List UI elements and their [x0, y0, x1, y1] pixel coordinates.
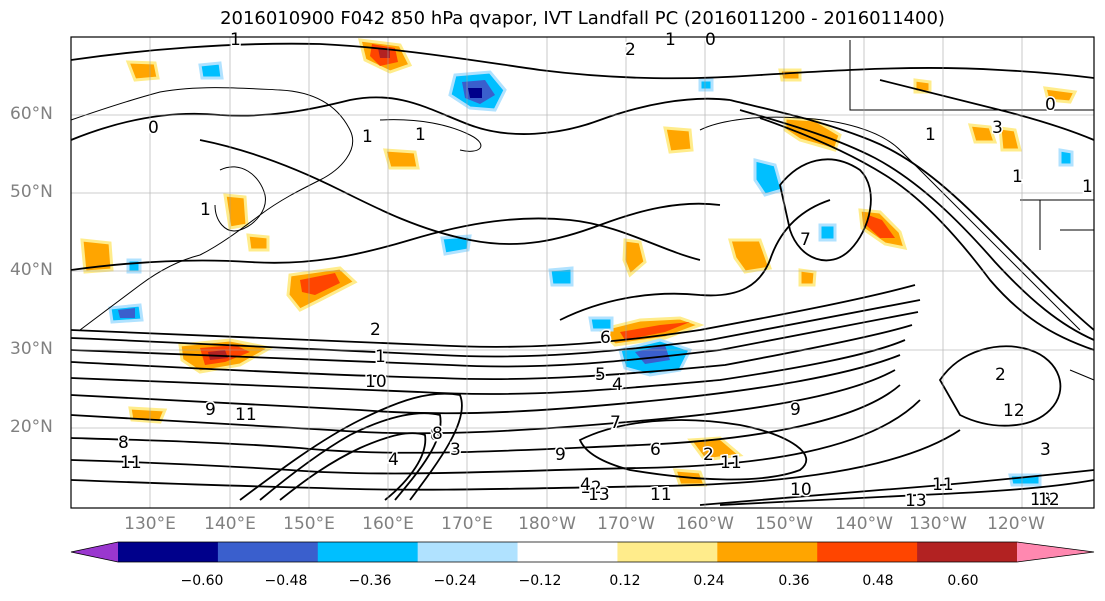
lon-label-160e: 160°E: [362, 514, 414, 534]
contour-label: 13: [1030, 490, 1052, 510]
lon-label-140e: 140°E: [204, 514, 256, 534]
contour-label: 8: [430, 425, 441, 445]
contour-label: 1: [230, 30, 241, 50]
contour-label: 2: [625, 40, 636, 60]
colorbar-outline: [70, 541, 1095, 563]
contour-label: 4: [612, 375, 623, 395]
contour-label: 7: [800, 230, 811, 250]
contour-label: 3: [450, 440, 461, 460]
contour-label: 9: [205, 400, 216, 420]
lon-label-120w: 120°W: [987, 514, 1045, 534]
contour-layer: [70, 40, 1095, 506]
colorbar-tick-label: 0.48: [862, 573, 894, 589]
contour-label: 12: [1003, 401, 1025, 421]
contour-label: 12: [1038, 490, 1060, 510]
contour-label: 0: [148, 118, 159, 138]
contour-label: 11: [120, 453, 142, 473]
contour-label: 5: [595, 365, 606, 385]
contour-label: 1: [375, 347, 386, 367]
contour-label: 7: [610, 413, 621, 433]
contour-label: 9: [555, 445, 566, 465]
contour-label: 13: [905, 491, 927, 511]
contour-label: 11: [235, 405, 257, 425]
lon-label-150e: 150°E: [283, 514, 335, 534]
contour-label: 8: [118, 433, 129, 453]
lat-label-50n: 50°N: [10, 182, 53, 202]
colorbar-tick-label: 0.24: [693, 573, 725, 589]
contour-label: 1: [200, 200, 211, 220]
contour-label: 1: [665, 30, 676, 50]
contour-label: 11: [720, 453, 742, 473]
colorbar-tick-label: −0.12: [518, 573, 562, 589]
colorbar-swatch: [917, 542, 1018, 562]
lat-label-40n: 40°N: [10, 260, 53, 280]
colorbar: [70, 541, 1095, 563]
contour-label: 1: [415, 125, 426, 145]
contour-label: 3: [1040, 440, 1051, 460]
contour-label: 10: [365, 372, 387, 392]
colorbar-extend-high: [1017, 542, 1094, 562]
graticule: [71, 37, 1094, 508]
contour-label: 3: [992, 118, 1003, 138]
lon-label-170e: 170°E: [441, 514, 493, 534]
map-panel: [71, 37, 1094, 508]
contour-label: 1: [362, 127, 373, 147]
shading-layer: [80, 38, 1078, 487]
contour-label: 0: [705, 30, 716, 50]
contour-label: 4: [388, 450, 399, 470]
contour-label: 1: [925, 125, 936, 145]
colorbar-swatch: [217, 542, 319, 562]
lon-label-160w: 160°W: [676, 514, 734, 534]
contour-label: 6: [650, 440, 661, 460]
colorbar-tick-label: −0.24: [433, 573, 477, 589]
lon-label-150w: 150°W: [755, 514, 813, 534]
contour-label: 9: [790, 400, 801, 420]
contour-label: 8: [432, 424, 443, 444]
colorbar-swatch: [617, 542, 718, 562]
lat-label-20n: 20°N: [10, 417, 53, 437]
map-title: 2016010900 F042 850 hPa qvapor, IVT Land…: [220, 8, 945, 29]
colorbar-swatch: [817, 542, 918, 562]
colorbar-swatch: [118, 542, 219, 562]
contour-label: 4: [580, 475, 591, 495]
contour-label: 1: [1082, 177, 1093, 197]
contour-label: 2: [370, 320, 381, 340]
colorbar-swatch: [517, 542, 618, 562]
lon-label-180w: 180°W: [518, 514, 576, 534]
contour-label: 2: [995, 365, 1006, 385]
colorbar-extend-low: [71, 542, 118, 562]
colorbar-swatch: [717, 542, 818, 562]
lon-label-130e: 130°E: [124, 514, 176, 534]
colorbar-tick-label: 0.12: [609, 573, 641, 589]
colorbar-tick-label: −0.48: [264, 573, 308, 589]
colorbar-swatch: [317, 542, 419, 562]
colorbar-tick-label: 0.36: [778, 573, 810, 589]
contour-label: 11: [932, 475, 954, 495]
contour-label: 11: [650, 485, 672, 505]
lat-label-60n: 60°N: [10, 104, 53, 124]
lon-label-140w: 140°W: [835, 514, 893, 534]
map-frame: [70, 36, 1095, 509]
colorbar-tick-label: −0.60: [180, 573, 224, 589]
lat-label-30n: 30°N: [10, 339, 53, 359]
colorbar-tick-label: 0.60: [947, 573, 979, 589]
contour-label: 10: [790, 480, 812, 500]
colorbar-tick-label: −0.36: [348, 573, 392, 589]
contour-label: 13: [588, 485, 610, 505]
contour-label: 12: [580, 478, 602, 498]
lon-label-130w: 130°W: [909, 514, 967, 534]
contour-label: 0: [1045, 95, 1056, 115]
colorbar-swatch: [417, 542, 519, 562]
lon-label-170w: 170°W: [597, 514, 655, 534]
contour-label: 2: [703, 445, 714, 465]
contour-label: 6: [600, 328, 611, 348]
contour-label: 1: [1012, 167, 1023, 187]
